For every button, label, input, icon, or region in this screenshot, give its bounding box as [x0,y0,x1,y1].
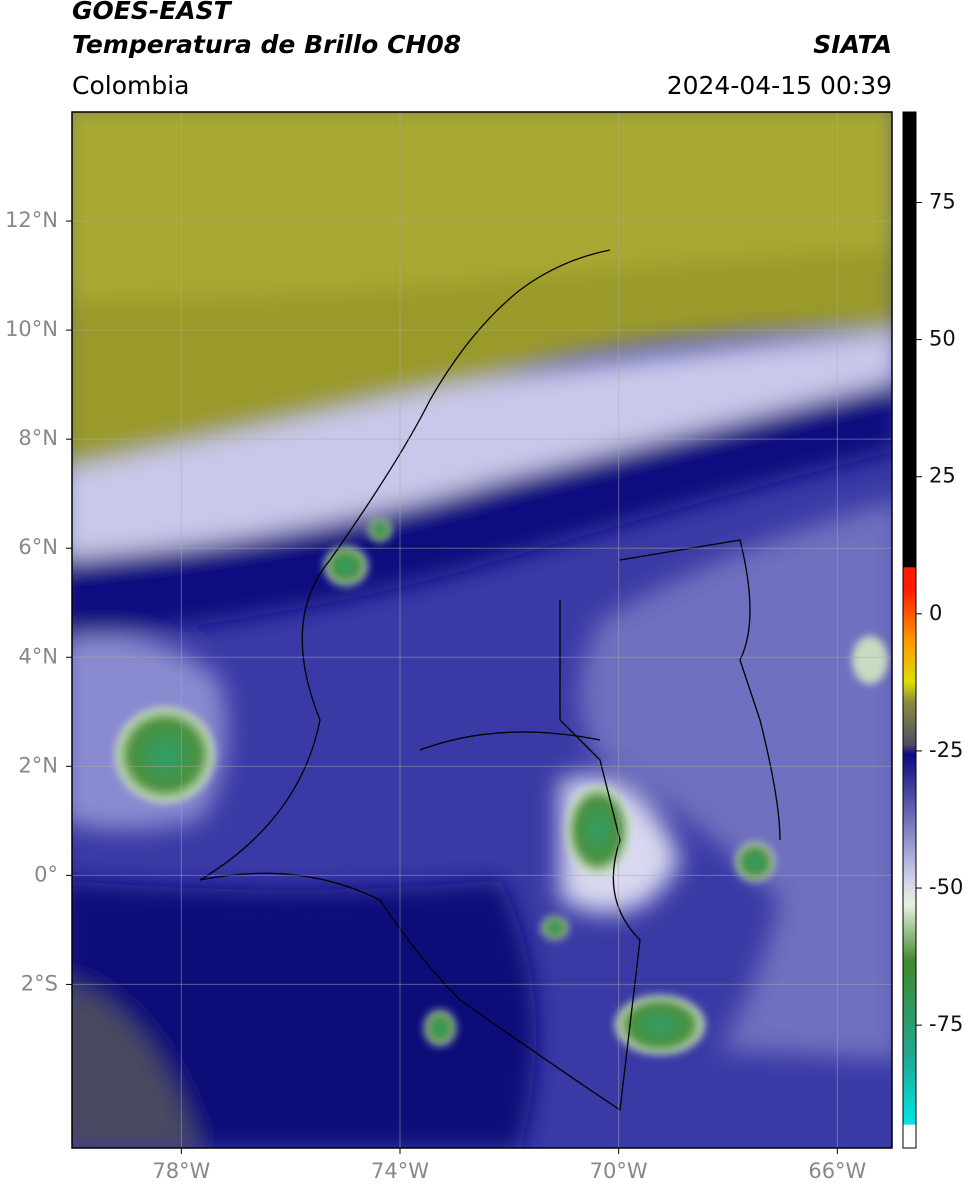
colorbar-tick-label: 50 [929,327,956,351]
y-tick-label: 12°N [5,208,58,232]
title: GOES-EAST [72,0,233,25]
y-tick-label: 2°S [21,971,58,995]
y-tick-label: 2°N [18,753,58,777]
subtitle: Temperatura de Brillo CH08 [72,30,461,59]
datetime: 2024-04-15 00:39 [667,71,892,100]
y-tick-label: 0° [34,862,58,886]
colorbar-tick-label: 75 [929,189,956,213]
colorbar [902,111,917,1149]
x-tick-label: 66°W [808,1159,866,1183]
y-tick-label: 4°N [18,644,58,668]
region: Colombia [72,71,189,100]
colorbar-tick-label: -25 [929,738,963,762]
y-tick-label: 6°N [18,535,58,559]
x-tick-label: 74°W [371,1159,429,1183]
map-frame [71,111,893,1149]
y-tick-label: 10°N [5,317,58,341]
y-tick-label: 8°N [18,426,58,450]
colorbar-tick-label: -50 [929,875,963,899]
colorbar-tick-label: 0 [929,601,942,625]
colorbar-tick-label: -75 [929,1012,963,1036]
x-tick-label: 70°W [590,1159,648,1183]
satellite-image [72,112,892,1148]
x-tick-label: 78°W [152,1159,210,1183]
source: SIATA [813,30,892,59]
colorbar-tick-label: 25 [929,464,956,488]
